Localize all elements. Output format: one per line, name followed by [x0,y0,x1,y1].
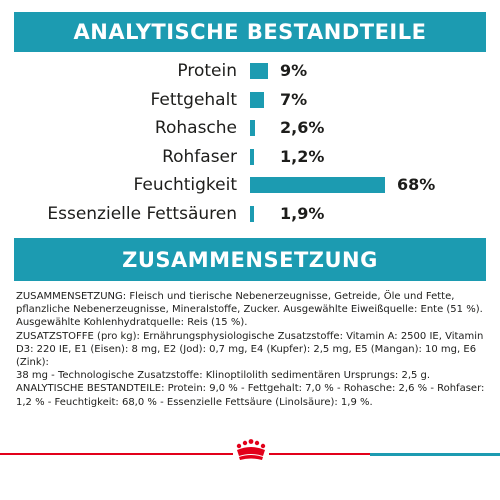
nutrient-label: Rohfaser [162,146,237,167]
nutrient-label: Fettgehalt [150,89,237,110]
nutrient-row: Fettgehalt 7% [0,87,500,113]
nutrient-value: 7% [280,89,308,109]
royal-canin-crown-logo-icon [233,438,269,466]
section-header-analytical: ANALYTISCHE BESTANDTEILE [14,12,486,52]
nutrient-label: Essenzielle Fettsäuren [47,203,237,224]
nutrient-value: 9% [280,61,308,80]
nutrient-value: 2,6% [280,118,325,137]
nutrient-value: 1,2% [280,146,325,166]
nutrient-row: Rohasche 2,6% [0,115,500,141]
nutrient-bar [250,120,256,136]
nutrient-row: Essenzielle Fettsäuren 1,9% [0,201,500,227]
nutrient-bar [250,177,385,193]
composition-line: D3: 220 IE, E1 (Eisen): 8 mg, E2 (Jod): … [16,343,477,369]
nutrient-bar [250,63,268,79]
footer-divider-blue [370,453,500,456]
section-title: ZUSAMMENSETZUNG [122,247,378,272]
composition-line: ZUSAMMENSETZUNG: Fleisch und tierische N… [16,291,455,302]
nutrient-bar [250,91,264,108]
nutrient-value: 68% [397,175,436,194]
nutrient-bar [250,205,254,222]
composition-line: ANALYTISCHE BESTANDTEILE: Protein: 9,0 %… [16,383,485,395]
nutrient-row: Rohfaser 1,2% [0,144,500,170]
composition-line: Ausgewählte Kohlenhydratquelle: Reis (15… [16,317,248,329]
nutrient-label: Rohasche [154,118,237,138]
composition-line: 1,2 % - Feuchtigkeit: 68,0 % - Essenziel… [16,396,373,408]
section-header-composition: ZUSAMMENSETZUNG [14,238,486,281]
nutrient-row: Protein 9% [0,58,500,84]
nutrient-label: Protein [177,61,237,81]
nutrient-label: Feuchtigkeit [133,175,237,195]
composition-line: 38 mg - Technologische Zusatzstoffe: Kli… [16,370,431,382]
composition-text: ZUSAMMENSETZUNG: Fleisch und tierische N… [16,290,486,409]
section-title: ANALYTISCHE BESTANDTEILE [73,20,427,44]
composition-line: pflanzliche Nebenerzeugnisse, Mineralsto… [16,304,483,316]
nutrient-value: 1,9% [280,203,325,223]
nutrient-row: Feuchtigkeit 68% [0,172,500,198]
composition-line: ZUSATZSTOFFE (pro kg): Ernährungsphysiol… [16,330,484,342]
nutrient-bar [250,148,254,165]
